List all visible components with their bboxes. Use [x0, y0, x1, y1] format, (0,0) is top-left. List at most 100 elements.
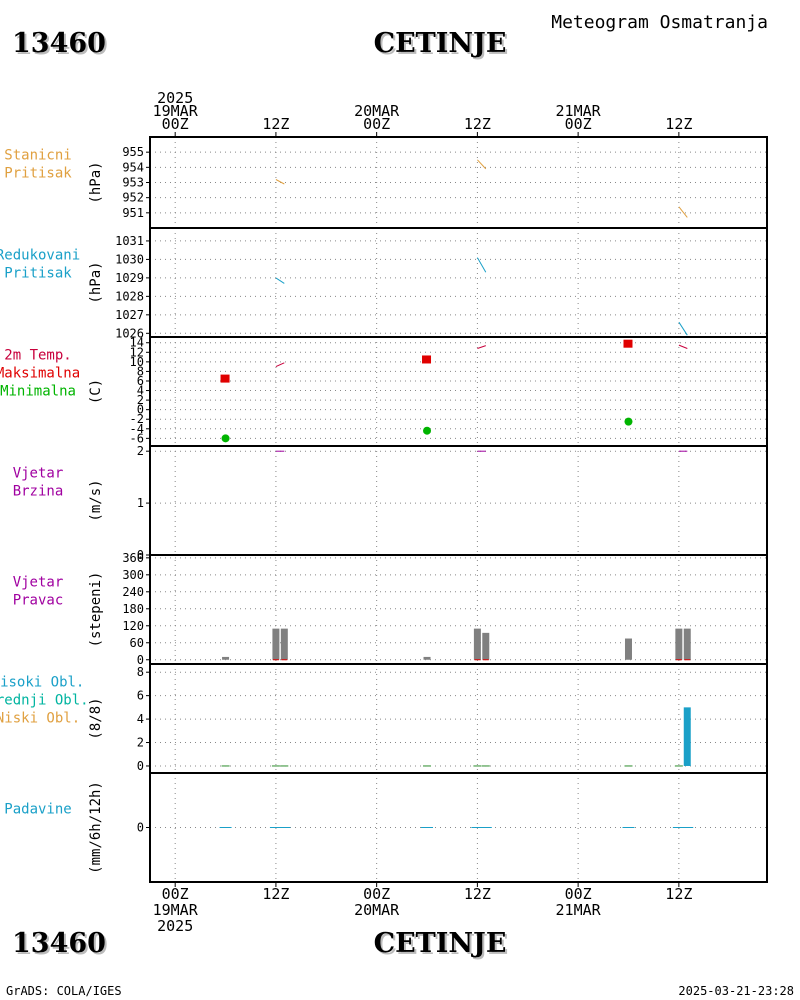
panel-wind-direction: 0 60 120 180 240 300 360 (stepeni) Vjetar Pravac	[13, 551, 768, 667]
panel-label: Pravac	[13, 593, 64, 609]
y-tick-label: 4	[137, 384, 144, 398]
bottom-time-label: 00Z	[565, 885, 592, 903]
data-bar	[683, 707, 691, 766]
data-bar	[675, 628, 683, 660]
y-tick-label: 953	[122, 176, 144, 190]
y-tick-label: 6	[137, 374, 144, 388]
y-tick-label: 360	[122, 551, 144, 565]
top-time-label: 12Z	[464, 115, 491, 133]
product-title: Meteogram Osmatranja	[551, 12, 768, 33]
data-bar	[482, 632, 490, 660]
y-tick-label: 952	[122, 191, 144, 205]
panel-frame	[149, 336, 768, 447]
y-tick-label: 1030	[115, 252, 144, 266]
series-segment	[275, 362, 285, 368]
panel-label: Padavine	[4, 802, 71, 818]
y-tick-label: 1031	[115, 234, 144, 248]
panel-label: Maksimalna	[0, 366, 80, 382]
data-bar	[423, 656, 431, 660]
y-tick-label: 120	[122, 619, 144, 633]
data-bar	[222, 656, 230, 660]
max-temp-marker	[422, 355, 432, 364]
y-axis-unit: (m/s)	[88, 479, 104, 521]
bottom-time-label: 21MAR	[556, 901, 602, 919]
top-time-label: 21MAR	[556, 102, 602, 120]
y-tick-label: 240	[122, 585, 144, 599]
y-tick-label: 0	[137, 403, 144, 417]
y-tick-label: 2	[137, 393, 144, 407]
bottom-time-label: 00Z	[363, 885, 390, 903]
panel-label: Srednji Obl.	[0, 693, 89, 709]
panel-frame	[149, 445, 768, 556]
bottom-time-label: 20MAR	[354, 901, 400, 919]
y-tick-label: 6	[137, 689, 144, 703]
data-bar	[473, 628, 481, 660]
series-segment	[476, 257, 487, 273]
credit-label: GrADS: COLA/IGES	[6, 984, 122, 998]
series-segment	[275, 277, 285, 284]
y-tick-label: 1	[137, 496, 144, 510]
station-id: 13460	[12, 28, 106, 59]
bottom-time-label: 12Z	[665, 885, 692, 903]
y-tick-label: 10	[130, 355, 144, 369]
bottom-time-label: 19MAR	[153, 901, 199, 919]
y-tick-label: 0	[137, 821, 144, 835]
top-time-label: 12Z	[665, 115, 692, 133]
panel-label: Stanicni	[4, 148, 71, 164]
top-time-label: 00Z	[363, 115, 390, 133]
y-tick-label: 14	[130, 336, 144, 350]
y-tick-label: 2	[137, 736, 144, 750]
timestamp-label: 2025-03-21-23:28	[678, 984, 794, 998]
max-temp-marker	[623, 339, 633, 348]
panel-label: Vjetar	[13, 575, 64, 591]
panel-frame	[149, 772, 768, 883]
y-axis-unit: (stepeni)	[88, 572, 104, 648]
y-tick-label: -6	[130, 431, 144, 445]
y-tick-label: 0	[137, 759, 144, 773]
panel-precipitation: 0 (mm/6h/12h) Padavine	[4, 772, 768, 883]
y-axis-unit: (mm/6h/12h)	[88, 781, 104, 874]
y-tick-label: 8	[137, 364, 144, 378]
y-tick-label: 955	[122, 145, 144, 159]
station-name: CETINJE	[373, 28, 507, 59]
panel-frame	[149, 663, 768, 774]
panel-label: Visoki Obl.	[0, 675, 84, 691]
bottom-time-label: 12Z	[262, 885, 289, 903]
max-temp-marker	[220, 374, 230, 383]
y-tick-label: 300	[122, 568, 144, 582]
panel-label: Pritisak	[4, 166, 72, 182]
panel-wind-speed: 0 1 2 (m/s) Vjetar Brzina	[13, 444, 768, 562]
y-tick-label: 1029	[115, 271, 144, 285]
footer-station-id: 13460	[12, 928, 106, 959]
panel-cloud-cover: 0 2 4 6 8 (8/8)Visoki Obl. Srednji Obl. Niski O…	[0, 663, 768, 774]
y-tick-label: 0	[137, 548, 144, 562]
y-tick-label: 1028	[115, 289, 144, 303]
bottom-time-label: 12Z	[464, 885, 491, 903]
min-temp-marker	[221, 434, 230, 443]
panel-frame	[149, 554, 768, 665]
series-segment	[477, 159, 487, 170]
panel-label: Vjetar	[13, 466, 64, 482]
y-tick-label: 12	[130, 345, 144, 359]
top-time-label: 2025	[157, 89, 193, 107]
y-tick-label: 2	[137, 444, 144, 458]
y-tick-label: 954	[122, 160, 144, 174]
y-tick-label: 0	[137, 653, 144, 667]
y-axis-unit: (8/8)	[88, 697, 104, 739]
panel-sea-level-pressure: 1026 1027 1028 1029 1030 1031 (hPa) Redukovani P…	[0, 227, 768, 340]
y-axis-unit: (hPa)	[88, 161, 104, 203]
series-segment	[678, 344, 688, 349]
top-time-label: 00Z	[162, 115, 189, 133]
y-tick-label: 1027	[115, 308, 144, 322]
series-segment	[678, 321, 688, 336]
footer-station-name: CETINJE	[373, 928, 507, 959]
series-segment	[275, 179, 285, 185]
data-bar	[683, 628, 691, 660]
y-tick-label: -2	[130, 412, 144, 426]
bottom-time-label: 00Z	[162, 885, 189, 903]
y-tick-label: -4	[130, 422, 144, 436]
series-segment	[678, 206, 688, 218]
data-bar	[624, 638, 632, 660]
panel-label: Brzina	[13, 484, 64, 500]
